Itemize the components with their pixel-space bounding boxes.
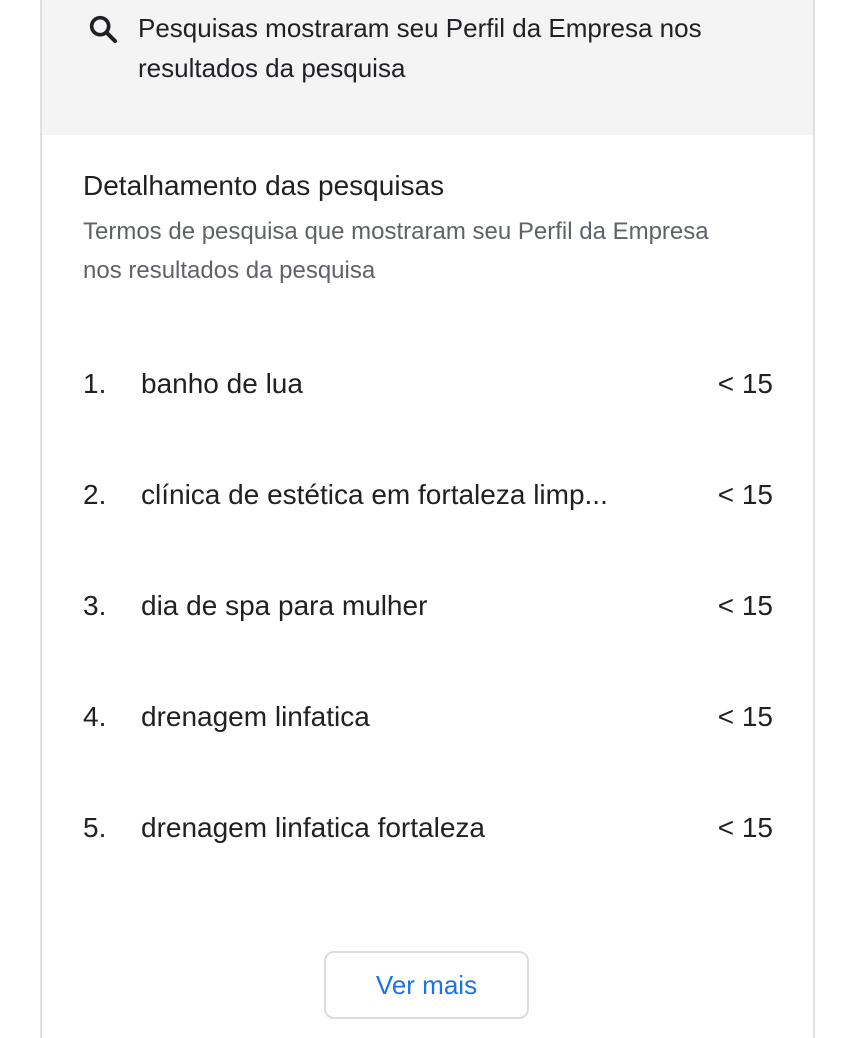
count: < 15 [717,368,773,399]
list-item: 1. banho de lua < 15 [83,368,773,408]
list-item: 4. drenagem linfatica < 15 [83,701,773,741]
count: < 15 [717,812,773,843]
rank: 1. [83,368,107,399]
see-more-button[interactable]: Ver mais [324,951,529,1019]
list-item: 3. dia de spa para mulher < 15 [83,590,773,630]
rank: 3. [83,590,107,621]
search-icon [89,15,118,44]
search-term: banho de lua [141,368,303,399]
rank: 5. [83,812,107,843]
search-term: dia de spa para mulher [141,590,428,621]
count: < 15 [717,590,773,621]
search-term: clínica de estética em fortaleza limp... [141,479,608,510]
list-item: 5. drenagem linfatica fortaleza < 15 [83,812,773,852]
rank: 2. [83,479,107,510]
count: < 15 [717,701,773,732]
searches-summary: Pesquisas mostraram seu Perfil da Empres… [42,0,813,135]
rank: 4. [83,701,107,732]
section-subtitle: Termos de pesquisa que mostraram seu Per… [83,218,709,284]
count: < 15 [717,479,773,510]
section-title: Detalhamento das pesquisas [83,170,445,201]
search-term: drenagem linfatica [141,701,370,732]
list-item: 2. clínica de estética em fortaleza limp… [83,479,773,519]
search-insights-card: Pesquisas mostraram seu Perfil da Empres… [40,0,815,1038]
search-term: drenagem linfatica fortaleza [141,812,485,843]
summary-text: Pesquisas mostraram seu Perfil da Empres… [138,13,702,83]
